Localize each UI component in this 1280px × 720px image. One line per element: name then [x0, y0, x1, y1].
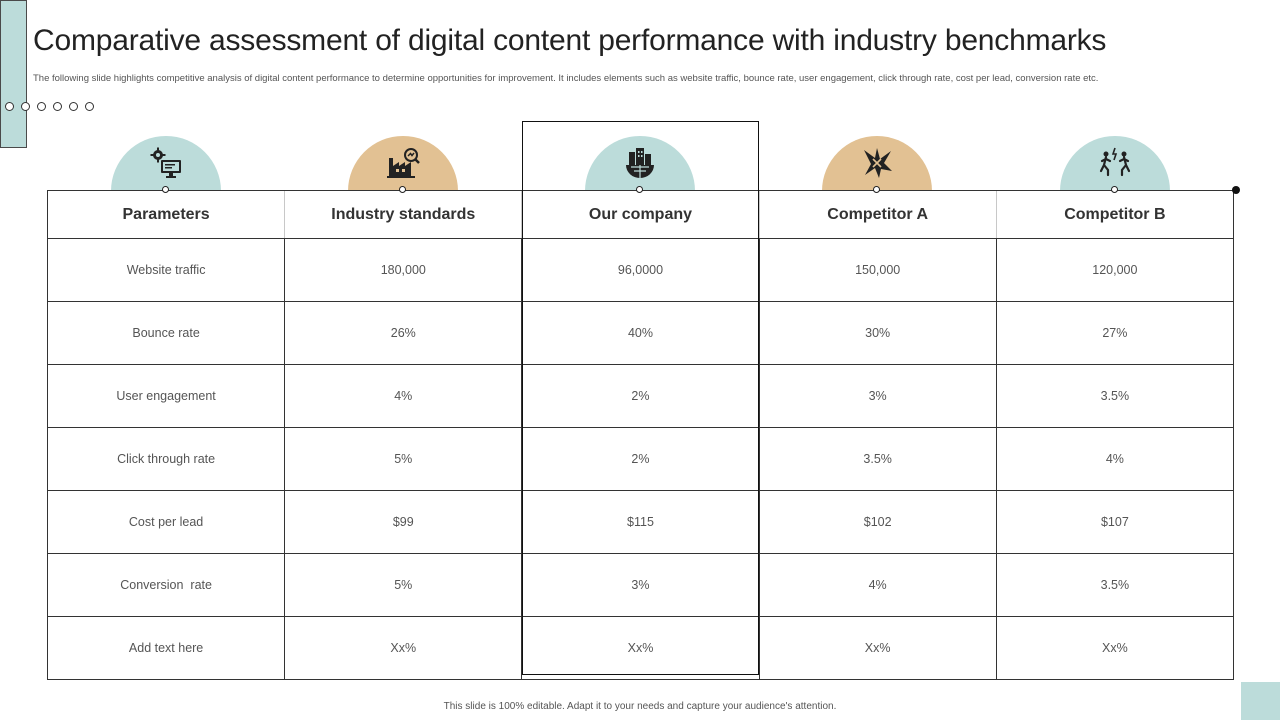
table-row: Conversion rate 5% 3% 4% 3.5%: [46, 553, 1235, 617]
dot-3: [37, 102, 46, 111]
header-competitor-a: Competitor A: [758, 190, 997, 239]
parameter-cell: User engagement: [46, 364, 286, 428]
settings-monitor-icon: [150, 147, 181, 178]
value-cell: 3%: [521, 553, 760, 617]
connector-dot: [162, 186, 169, 193]
industry-cap: [348, 136, 458, 191]
value-cell: 2%: [521, 364, 760, 428]
connector-dot: [1111, 186, 1118, 193]
conflict-icon: [864, 147, 892, 178]
value-cell: 96,0000: [521, 238, 760, 302]
value-cell: 30%: [758, 301, 997, 365]
accent-bar: [0, 0, 27, 148]
value-cell: 4%: [284, 364, 523, 428]
parameters-cap: [111, 136, 221, 191]
value-cell: 5%: [284, 427, 523, 491]
table-row: User engagement 4% 2% 3% 3.5%: [46, 364, 1235, 428]
value-cell: 3%: [758, 364, 997, 428]
value-cell: 2%: [521, 427, 760, 491]
table-row: Cost per lead $99 $115 $102 $107: [46, 490, 1235, 554]
accent-corner: [1241, 682, 1280, 720]
value-cell: 26%: [284, 301, 523, 365]
competitor-a-cap: [822, 136, 932, 191]
connector-dot: [636, 186, 643, 193]
parameter-cell: Click through rate: [46, 427, 286, 491]
slide-title: Comparative assessment of digital conten…: [33, 24, 1107, 57]
value-cell: 5%: [284, 553, 523, 617]
slide-footer: This slide is 100% editable. Adapt it to…: [443, 701, 837, 712]
value-cell: 3.5%: [758, 427, 997, 491]
value-cell: $102: [758, 490, 997, 554]
header-industry-standards: Industry standards: [284, 190, 522, 239]
dot-5: [69, 102, 78, 111]
value-cell: 40%: [521, 301, 760, 365]
value-cell: Xx%: [995, 616, 1235, 680]
parameter-cell: Bounce rate: [46, 301, 286, 365]
table-row: Bounce rate 26% 40% 30% 27%: [46, 301, 1235, 365]
parameter-cell: Cost per lead: [46, 490, 286, 554]
dot-4: [53, 102, 62, 111]
competition-people-icon: [1099, 147, 1131, 176]
table-row: Add text here Xx% Xx% Xx% Xx%: [46, 616, 1235, 680]
value-cell: Xx%: [758, 616, 997, 680]
value-cell: 4%: [758, 553, 997, 617]
value-cell: 120,000: [995, 238, 1235, 302]
value-cell: 150,000: [758, 238, 997, 302]
parameter-cell: Add text here: [46, 616, 286, 680]
value-cell: Xx%: [284, 616, 523, 680]
dot-1: [5, 102, 14, 111]
value-cell: $115: [521, 490, 760, 554]
value-cell: Xx%: [521, 616, 760, 680]
value-cell: 27%: [995, 301, 1235, 365]
table-row: Website traffic 180,000 96,0000 150,000 …: [46, 238, 1235, 302]
header-parameters: Parameters: [46, 190, 285, 239]
value-cell: 3.5%: [995, 553, 1235, 617]
slide-subtitle: The following slide highlights competiti…: [33, 73, 1099, 84]
competitor-b-cap: [1060, 136, 1170, 191]
value-cell: $99: [284, 490, 523, 554]
timeline-end-dot: [1232, 186, 1240, 194]
parameter-cell: Website traffic: [46, 238, 286, 302]
benchmark-table: Parameters Industry standards Our compan…: [46, 190, 1235, 680]
table-row: Click through rate 5% 2% 3.5% 4%: [46, 427, 1235, 491]
value-cell: $107: [995, 490, 1235, 554]
header-competitor-b: Competitor B: [995, 190, 1235, 239]
global-buildings-icon: [626, 147, 654, 178]
parameter-cell: Conversion rate: [46, 553, 286, 617]
connector-dot: [873, 186, 880, 193]
slide-dots: [5, 102, 94, 111]
value-cell: 180,000: [284, 238, 523, 302]
factory-analytics-icon: [387, 147, 420, 178]
value-cell: 4%: [995, 427, 1235, 491]
connector-dot: [399, 186, 406, 193]
company-cap: [585, 136, 695, 191]
value-cell: 3.5%: [995, 364, 1235, 428]
header-our-company: Our company: [521, 190, 760, 239]
table-header-row: Parameters Industry standards Our compan…: [46, 190, 1235, 239]
dot-2: [21, 102, 30, 111]
dot-6: [85, 102, 94, 111]
